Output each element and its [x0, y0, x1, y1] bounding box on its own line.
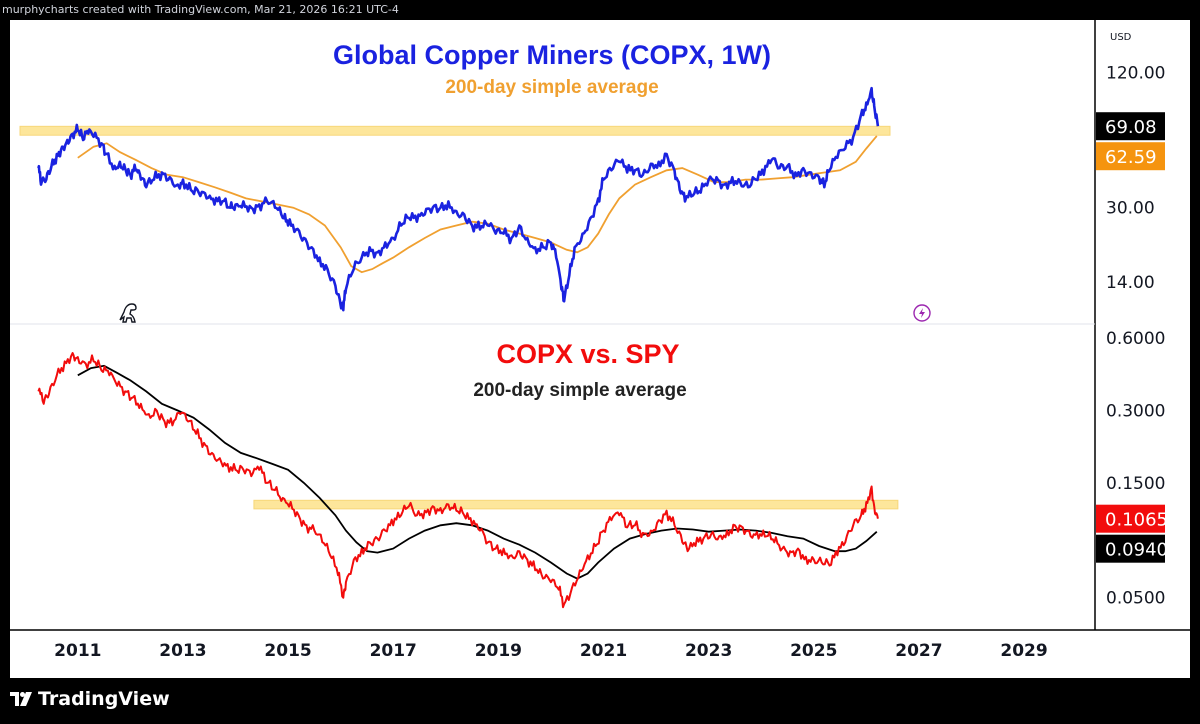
- time-axis[interactable]: 2011 2013 2015 2017 2019 2021 2023 2025 2027 2029: [54, 641, 1048, 661]
- ratio-chart-title: COPX vs. SPY: [496, 339, 679, 369]
- copx-chart-title: Global Copper Miners (COPX, 1W): [333, 40, 771, 70]
- price-badge: [1096, 112, 1165, 141]
- ratio-price-line: [37, 352, 879, 609]
- lightning-icon[interactable]: [913, 304, 931, 322]
- chart-panel[interactable]: USD Global Copper Miners (COPX, 1W) 200-…: [10, 20, 1190, 678]
- x-tick-label: 2017: [370, 641, 417, 661]
- x-tick-label: 2015: [264, 641, 311, 661]
- price-badge: [1096, 142, 1165, 171]
- copx-200-day-average-line: [77, 135, 878, 274]
- x-tick-label: 2027: [895, 641, 942, 661]
- ratio-pane[interactable]: COPX vs. SPY 200-day simple average 0.60…: [37, 329, 1168, 609]
- tradingview-brand-text: TradingView: [38, 688, 170, 710]
- tradingview-logo-icon: [10, 692, 32, 706]
- x-tick-label: 2011: [54, 641, 101, 661]
- y-tick-label: 0.3000: [1106, 401, 1165, 421]
- y-tick-label: 14.00: [1106, 273, 1155, 293]
- y-tick-label: 120.00: [1106, 63, 1165, 83]
- currency-label: USD: [1110, 32, 1132, 43]
- attribution-text: murphycharts created with TradingView.co…: [2, 3, 399, 16]
- dinosaur-icon[interactable]: [119, 303, 137, 323]
- ratio-last-price-badges: 0.1065 0.0940: [1096, 504, 1168, 563]
- chart-canvas[interactable]: USD Global Copper Miners (COPX, 1W) 200-…: [10, 20, 1190, 678]
- attribution-bar: murphycharts created with TradingView.co…: [0, 0, 1200, 20]
- copx-chart-subtitle: 200-day simple average: [445, 77, 658, 98]
- copx-price-line: [37, 86, 880, 312]
- tradingview-logo[interactable]: TradingView: [10, 686, 170, 712]
- price-badge-label: 69.08: [1105, 117, 1157, 138]
- x-tick-label: 2021: [580, 641, 627, 661]
- copx-price-axis[interactable]: 120.00 30.00 14.00: [1106, 63, 1165, 293]
- price-badge: [1096, 504, 1165, 533]
- ratio-200-day-average-line: [77, 364, 878, 580]
- price-badge-label: 62.59: [1105, 147, 1157, 168]
- x-tick-label: 2025: [790, 641, 837, 661]
- price-badge-label: 0.0940: [1105, 540, 1168, 561]
- copx-last-price-badges: 69.08 62.59: [1096, 112, 1165, 171]
- y-tick-label: 0.1500: [1106, 474, 1165, 494]
- y-tick-label: 0.6000: [1106, 329, 1165, 349]
- x-tick-label: 2013: [159, 641, 206, 661]
- x-tick-label: 2019: [475, 641, 522, 661]
- ratio-resistance-zone: [253, 499, 899, 510]
- footer-bar: [0, 678, 1200, 724]
- copx-resistance-zone: [19, 125, 891, 136]
- ratio-chart-subtitle: 200-day simple average: [473, 380, 686, 401]
- y-tick-label: 30.00: [1106, 199, 1155, 219]
- price-badge: [1096, 534, 1165, 563]
- x-tick-label: 2029: [1000, 641, 1047, 661]
- x-tick-label: 2023: [685, 641, 732, 661]
- copx-pane[interactable]: Global Copper Miners (COPX, 1W) 200-day …: [19, 40, 1165, 312]
- ratio-price-axis[interactable]: 0.6000 0.3000 0.1500 0.0500: [1106, 329, 1165, 609]
- price-badge-label: 0.1065: [1105, 510, 1168, 531]
- y-tick-label: 0.0500: [1106, 589, 1165, 609]
